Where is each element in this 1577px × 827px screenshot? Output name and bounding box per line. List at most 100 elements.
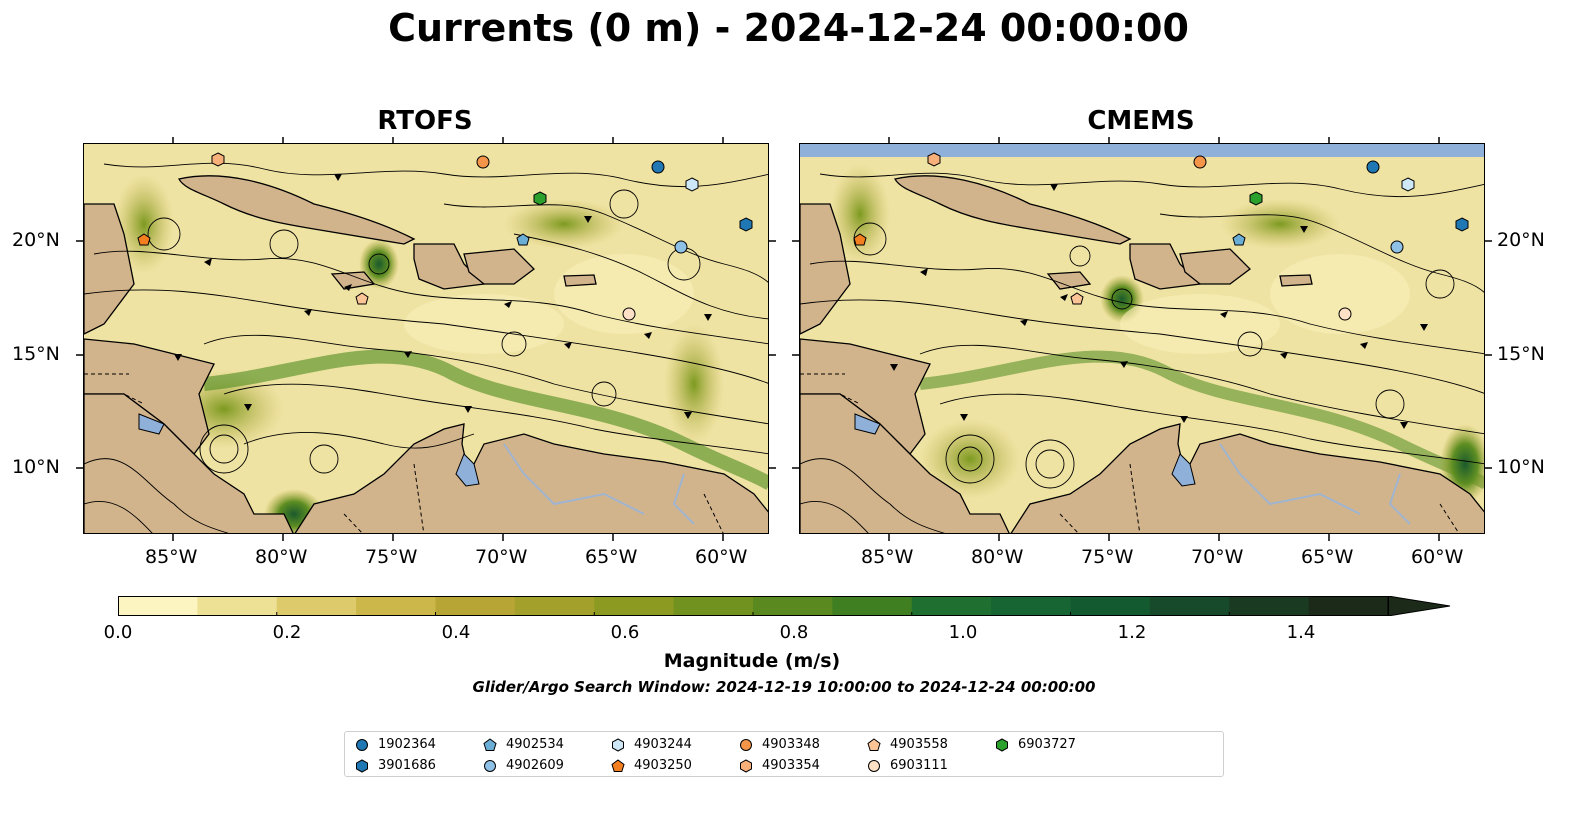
legend-entry: 4903244	[611, 737, 692, 752]
streamlines	[800, 172, 1484, 533]
colorbar-tick-label: 0.0	[103, 622, 133, 643]
lat-label: 15°N	[12, 343, 60, 365]
legend-entry: 4903354	[739, 758, 820, 773]
legend-marker-circle	[740, 738, 752, 751]
marker-4902609	[674, 240, 688, 254]
marker-4902609	[1390, 240, 1404, 254]
marker-4903244	[1401, 177, 1415, 192]
marker-6903111	[1338, 307, 1352, 321]
colorbar-segment	[832, 596, 913, 616]
legend-marker-pentagon	[483, 737, 497, 751]
colorbar-tick-label: 1.2	[1117, 622, 1147, 643]
lon-label: 65°W	[1301, 546, 1354, 568]
legend: 1902364 3901686 4902534 4902609 4903244 49032…	[344, 731, 1224, 777]
legend-label: 4902534	[506, 737, 564, 752]
colorbar-segment	[753, 596, 833, 616]
legend-marker-circle	[356, 738, 368, 751]
streamline-arrows	[174, 174, 712, 419]
legend-label: 6903111	[890, 758, 948, 773]
rtofs-map	[83, 143, 769, 534]
colorbar-tick-label: 1.4	[1286, 622, 1316, 643]
colorbar-segment	[276, 596, 357, 616]
colorbar	[117, 595, 1453, 620]
axis-ticks	[76, 137, 1492, 541]
marker-4903348	[1193, 155, 1207, 169]
streamlines	[84, 162, 768, 533]
float-markers	[137, 152, 753, 321]
colorbar-segment	[197, 596, 278, 616]
borders	[800, 373, 1460, 533]
legend-label: 4903354	[762, 758, 820, 773]
land	[800, 175, 1484, 533]
lon-label: 70°W	[475, 546, 528, 568]
marker-1902364	[1366, 160, 1380, 174]
lon-label: 65°W	[585, 546, 638, 568]
lon-label: 70°W	[1191, 546, 1244, 568]
legend-label: 4903348	[762, 737, 820, 752]
colorbar-tick-label: 0.4	[441, 622, 471, 643]
legend-label: 1902364	[378, 737, 436, 752]
land	[84, 175, 768, 533]
lat-label: 10°N	[12, 456, 60, 478]
streamline-arrows	[890, 184, 1428, 429]
marker-3901686	[1455, 217, 1469, 232]
marker-4903348	[476, 155, 490, 169]
lat-label: 20°N	[12, 229, 60, 251]
lon-label: 60°W	[1411, 546, 1464, 568]
marker-4903244	[685, 177, 699, 192]
colorbar-bar	[117, 595, 1451, 617]
colorbar-segment	[435, 596, 516, 616]
marker-4902534	[516, 233, 530, 246]
colorbar-segment	[1149, 596, 1230, 616]
legend-label: 4903558	[890, 737, 948, 752]
legend-label: 4903244	[634, 737, 692, 752]
marker-4903558	[1070, 292, 1084, 305]
lat-label: 15°N	[1497, 343, 1545, 365]
lon-label: 60°W	[695, 546, 748, 568]
panel-title-rtofs: RTOFS	[377, 106, 473, 136]
marker-6903727	[533, 191, 547, 206]
rivers	[1219, 443, 1411, 525]
lakes	[854, 413, 1196, 487]
marker-4903250	[853, 233, 867, 246]
legend-marker-pentagon	[611, 758, 625, 772]
legend-marker-pentagon	[867, 737, 881, 751]
marker-4903250	[137, 233, 151, 246]
legend-marker-hexagon	[356, 758, 368, 773]
cmems-map	[799, 143, 1485, 534]
colorbar-tick-label: 0.8	[779, 622, 809, 643]
lon-label: 80°W	[255, 546, 308, 568]
colorbar-segment	[1308, 596, 1389, 616]
lon-label: 80°W	[971, 546, 1024, 568]
colorbar-label: Magnitude (m/s)	[663, 650, 841, 672]
lon-label: 75°W	[365, 546, 418, 568]
legend-marker-circle	[484, 759, 496, 772]
legend-entry: 4903250	[611, 758, 692, 773]
legend-label: 3901686	[378, 758, 436, 773]
legend-entry: 1902364	[355, 737, 436, 752]
legend-label: 6903727	[1018, 737, 1076, 752]
colorbar-segment	[594, 596, 675, 616]
marker-6903727	[1249, 191, 1263, 206]
marker-3901686	[739, 217, 753, 232]
legend-marker-circle	[868, 759, 880, 772]
legend-entry: 4903558	[867, 737, 948, 752]
legend-label: 4902609	[506, 758, 564, 773]
lat-label: 10°N	[1497, 456, 1545, 478]
colorbar-extend-arrow	[1387, 595, 1451, 617]
colorbar-segment	[356, 596, 436, 616]
marker-1902364	[651, 160, 665, 174]
legend-entry: 3901686	[355, 758, 436, 773]
colorbar-segment	[118, 596, 198, 616]
colorbar-segment	[514, 596, 595, 616]
lakes	[138, 413, 480, 487]
lon-label: 85°W	[145, 546, 198, 568]
colorbar-segment	[1229, 596, 1310, 616]
no-data-band	[800, 144, 1484, 157]
borders	[84, 373, 724, 533]
lon-label: 75°W	[1081, 546, 1134, 568]
colorbar-segment	[673, 596, 754, 616]
figure-title: Currents (0 m) - 2024-12-24 00:00:00	[388, 6, 1189, 50]
marker-6903111	[622, 307, 636, 321]
legend-entry: 4903348	[739, 737, 820, 752]
